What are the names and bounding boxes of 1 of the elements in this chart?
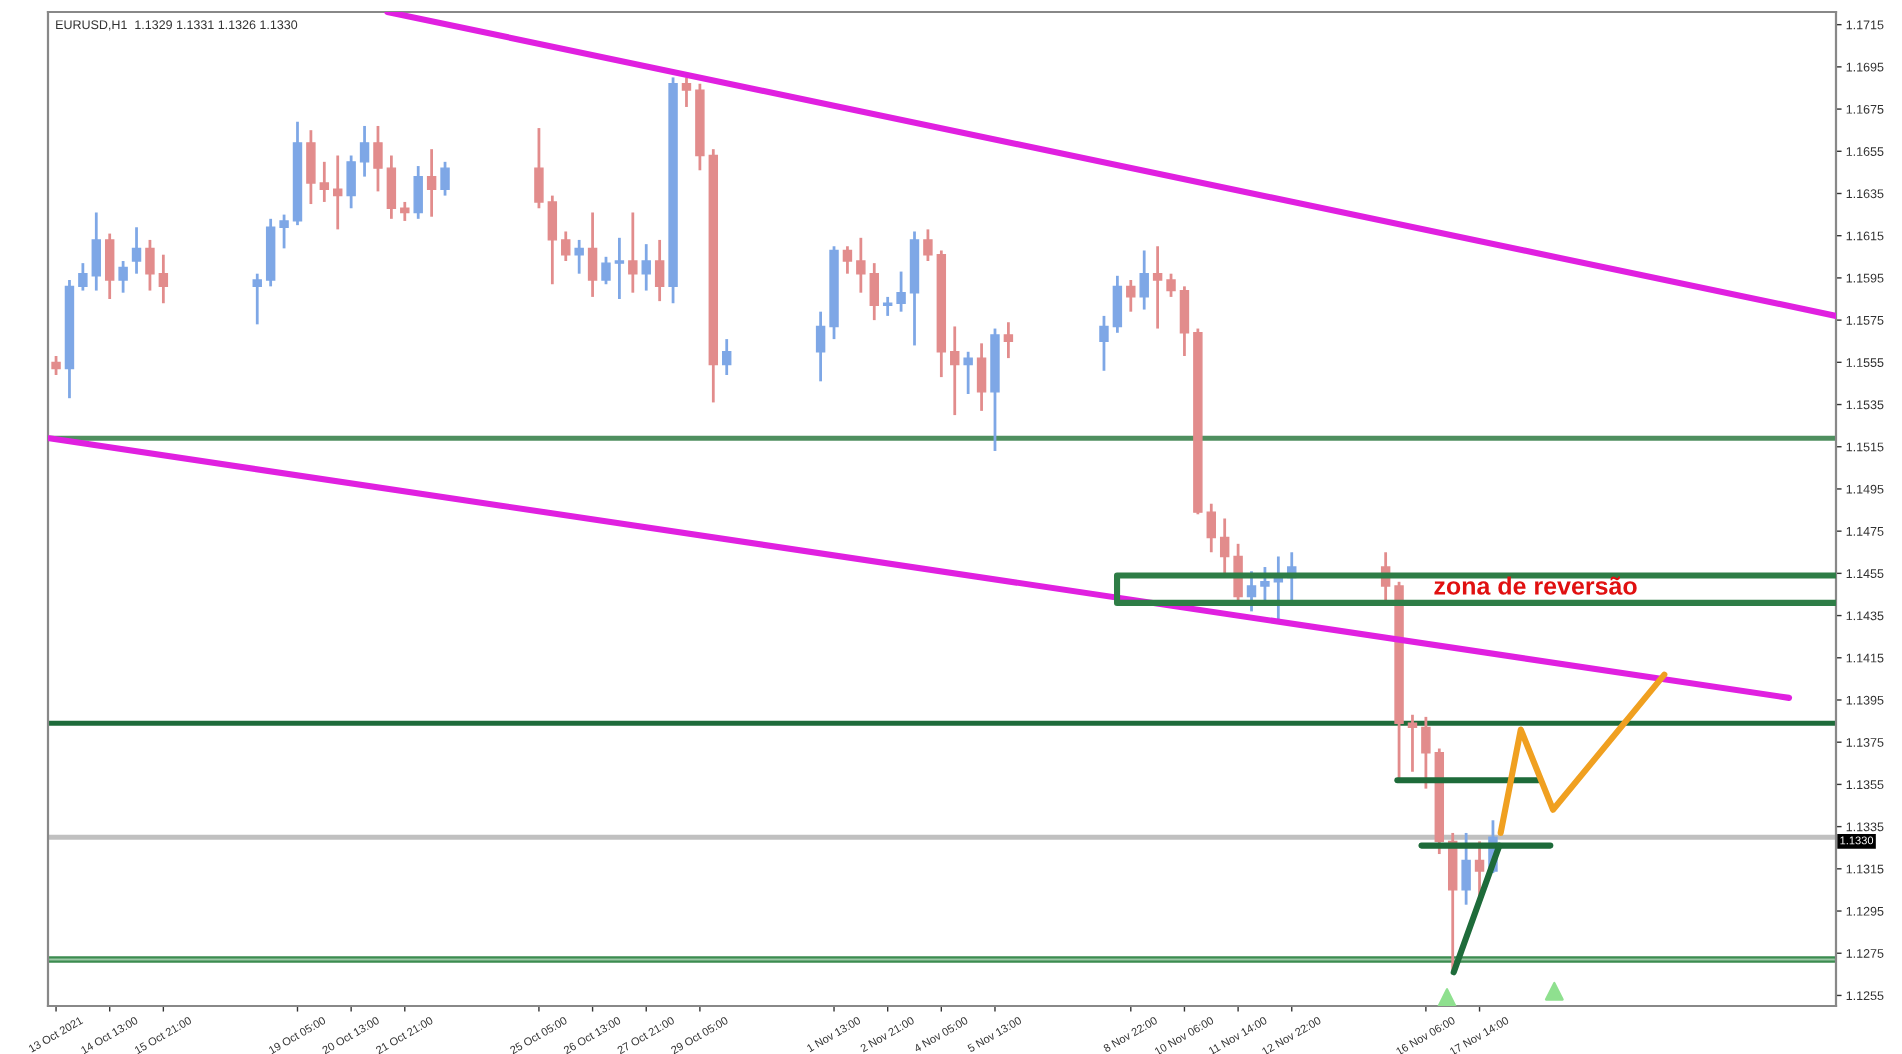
annotation: zona de reversão <box>1434 576 1637 595</box>
